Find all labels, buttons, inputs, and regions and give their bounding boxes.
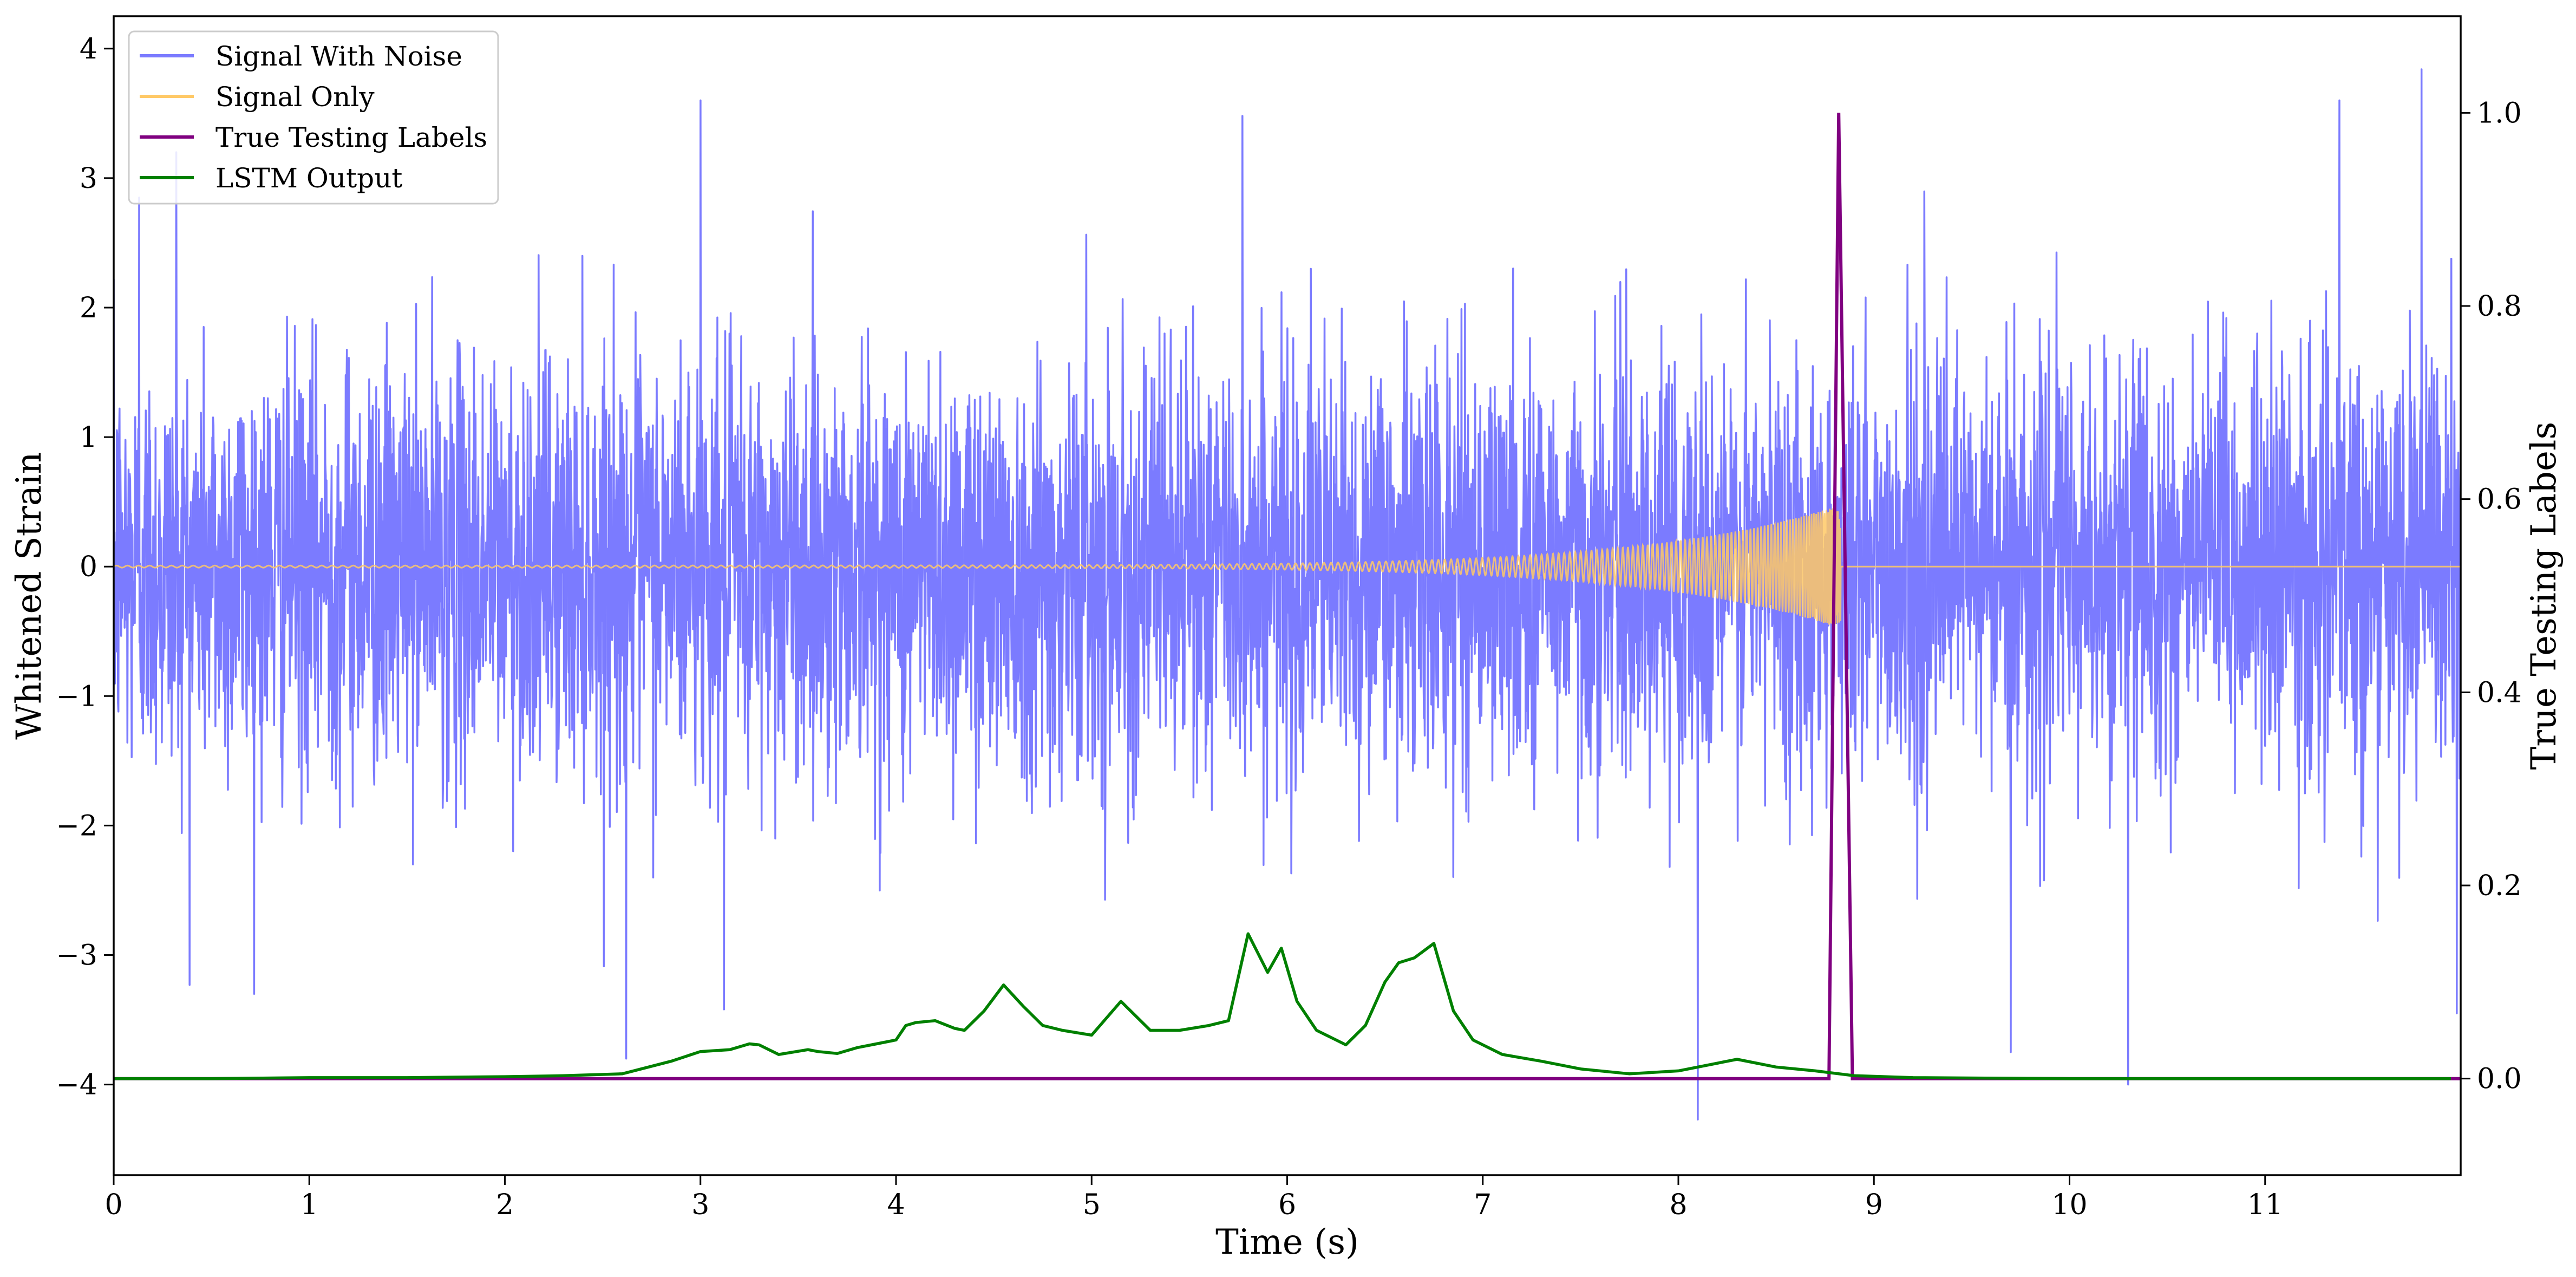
legend-entry: Signal With Noise [215,41,462,72]
x-tick-label: 0 [104,1189,122,1221]
y-left-tick-label: 2 [80,292,97,324]
y-right-tick-label: 0.0 [2477,1063,2522,1096]
y-left-tick-label: −2 [56,810,97,842]
legend-entry: Signal Only [215,81,375,113]
x-tick-label: 11 [2247,1189,2283,1221]
x-tick-label: 4 [887,1189,905,1221]
y-axis-left-label: Whitened Strain [9,452,49,739]
x-tick-label: 2 [496,1189,514,1221]
y-right-tick-label: 0.4 [2477,676,2522,709]
y-right-tick-label: 1.0 [2477,97,2522,129]
legend-entry: True Testing Labels [215,122,487,153]
axes-layer: 0 1 2 3 4 5 6 7 8 9 10 11 −4 −3 −2 −1 0 1 2 3 4 0.0 0.2 0.4 0.6 0… [9,15,2564,1262]
x-tick-label: 7 [1474,1189,1492,1221]
y-left-tick-label: 4 [80,33,97,66]
y-left-tick-label: 3 [80,162,97,195]
y-left-tick-label: 1 [80,421,97,454]
y-right-tick-label: 0.2 [2477,870,2522,902]
legend: Signal With Noise Signal Only True Testing… [128,30,499,205]
x-tick-label: 10 [2051,1189,2087,1221]
x-tick-label: 8 [1669,1189,1687,1221]
lstm-output-line [114,932,2451,1080]
series-layer [114,68,2461,1120]
y-left-tick-label: −4 [56,1069,97,1102]
y-axis-right-label: True Testing Labels [2524,422,2564,770]
y-right-tick-label: 0.8 [2477,290,2522,323]
x-tick-label: 6 [1278,1189,1296,1221]
y-left-tick-label: 0 [80,551,97,583]
legend-box [128,30,499,205]
x-tick-label: 5 [1083,1189,1101,1221]
legend-entry: LSTM Output [215,162,402,194]
y-right-tick-label: 0.6 [2477,484,2522,516]
signal-with-noise-line [114,68,2461,1120]
x-tick-label: 9 [1865,1189,1883,1221]
x-tick-label: 3 [691,1189,709,1221]
y-left-tick-label: −3 [56,940,97,972]
signal-only-line [114,508,2461,625]
x-axis-label: Time (s) [1215,1222,1359,1262]
y-left-tick-label: −1 [56,680,97,713]
x-tick-label: 1 [300,1189,318,1221]
